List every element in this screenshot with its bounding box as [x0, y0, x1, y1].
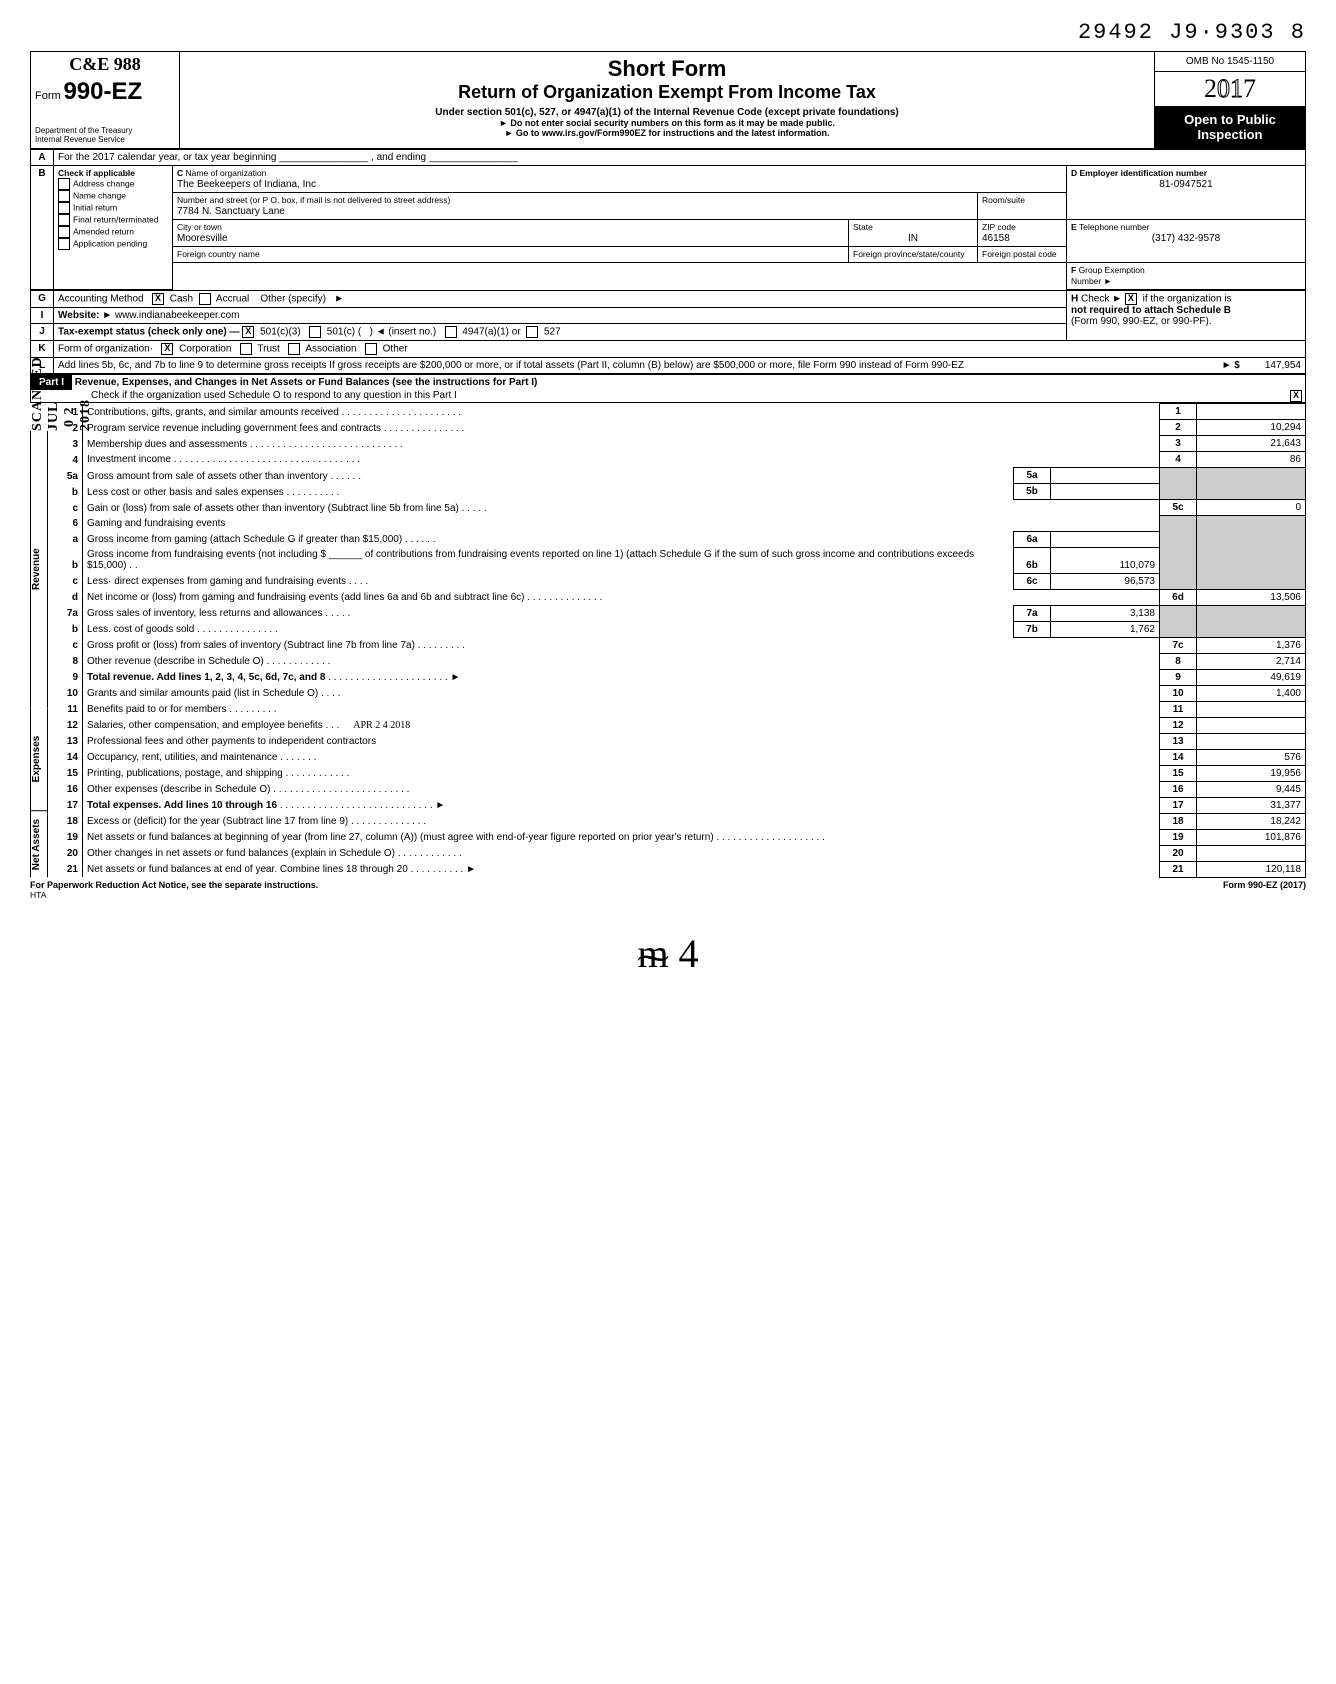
- tel-value: (317) 432-9578: [1071, 233, 1301, 244]
- form-prefix: Form: [35, 90, 61, 102]
- city-label: City or town: [177, 222, 222, 232]
- title-main: Short Form: [190, 56, 1144, 82]
- box-j-label: Tax-exempt status (check only one) —: [58, 327, 240, 338]
- groupex-label: Group Exemption: [1079, 265, 1145, 275]
- ein-label: Employer identification number: [1080, 168, 1208, 178]
- part1-title: Revenue, Expenses, and Changes in Net As…: [75, 377, 538, 388]
- lines-table: 1Contributions, gifts, grants, and simil…: [48, 403, 1306, 878]
- check-final[interactable]: [58, 214, 70, 226]
- form-number: 990-EZ: [63, 78, 142, 105]
- check-527[interactable]: [526, 326, 538, 338]
- website-value: www.indianabeekeeper.com: [115, 310, 240, 321]
- check-501c[interactable]: [309, 326, 321, 338]
- box-b-label: Check if applicable: [58, 168, 168, 178]
- state-label: State: [853, 222, 873, 232]
- check-501c3[interactable]: X: [242, 326, 254, 338]
- check-other-org[interactable]: [365, 343, 377, 355]
- zip-value: 46158: [982, 233, 1010, 244]
- check-amended[interactable]: [58, 226, 70, 238]
- check-assoc[interactable]: [288, 343, 300, 355]
- check-initial[interactable]: [58, 202, 70, 214]
- org-name: The Beekeepers of Indiana, Inc: [177, 179, 316, 190]
- box-l-text: Add lines 5b, 6c, and 7b to line 9 to de…: [58, 360, 964, 371]
- open-inspection: Open to Public Inspection: [1155, 106, 1305, 148]
- groupex-number: Number ►: [1071, 276, 1112, 286]
- tax-year: 2017: [1155, 72, 1305, 106]
- name-label: Name of organization: [186, 168, 267, 178]
- check-address[interactable]: [58, 178, 70, 190]
- check-accrual[interactable]: [199, 293, 211, 305]
- handwriting: ᵯ 4: [30, 930, 1306, 977]
- part1-check-text: Check if the organization used Schedule …: [31, 390, 457, 401]
- omb-number: OMB No 1545-1150: [1155, 52, 1305, 72]
- check-corp[interactable]: X: [161, 343, 173, 355]
- check-cash[interactable]: X: [152, 293, 164, 305]
- street-value: 7784 N. Sanctuary Lane: [177, 206, 285, 217]
- top-code: 29492 J9·9303 8: [30, 20, 1306, 45]
- check-4947[interactable]: [445, 326, 457, 338]
- foreign-postal: Foreign postal code: [982, 249, 1057, 259]
- side-expenses: Expenses: [30, 708, 48, 810]
- box-k-label: Form of organization·: [58, 344, 153, 355]
- box-g-label: Accounting Method: [58, 294, 144, 305]
- footer-left: For Paperwork Reduction Act Notice, see …: [30, 880, 318, 890]
- foreign-country: Foreign country name: [177, 249, 260, 259]
- website-label: Website: ►: [58, 310, 112, 321]
- dept-2: Internal Revenue Service: [35, 135, 175, 144]
- box-a: For the 2017 calendar year, or tax year …: [54, 150, 1306, 166]
- date-stamp: APR 2 4 2018: [353, 720, 410, 731]
- side-revenue: Revenue: [30, 431, 48, 708]
- footer-hta: HTA: [30, 890, 1306, 900]
- tel-label: Telephone number: [1079, 222, 1149, 232]
- zip-label: ZIP code: [982, 222, 1016, 232]
- under-section: Under section 501(c), 527, or 4947(a)(1)…: [190, 107, 1144, 118]
- side-netassets: Net Assets: [30, 810, 48, 877]
- room-label: Room/suite: [982, 195, 1025, 205]
- ssn-warning: ► Do not enter social security numbers o…: [190, 118, 1144, 128]
- goto: ► Go to www.irs.gov/Form990EZ for instru…: [190, 128, 1144, 138]
- city-value: Mooresville: [177, 233, 228, 244]
- part1-check[interactable]: X: [1290, 390, 1302, 402]
- check-sched-b[interactable]: X: [1125, 293, 1137, 305]
- foreign-prov: Foreign province/state/county: [853, 249, 965, 259]
- box-l-value: 147,954: [1265, 360, 1301, 371]
- check-name[interactable]: [58, 190, 70, 202]
- logo-stamp: C&E 988: [35, 56, 175, 72]
- ein-value: 81-0947521: [1071, 179, 1301, 190]
- check-trust[interactable]: [240, 343, 252, 355]
- dept-1: Department of the Treasury: [35, 126, 175, 135]
- state-value: IN: [853, 233, 973, 244]
- title-sub: Return of Organization Exempt From Incom…: [190, 82, 1144, 103]
- info-table: A For the 2017 calendar year, or tax yea…: [30, 149, 1306, 290]
- footer-right: Form 990-EZ (2017): [1223, 880, 1306, 890]
- street-label: Number and street (or P O. box, if mail …: [177, 195, 450, 205]
- check-pending[interactable]: [58, 238, 70, 250]
- form-header: C&E 988 Form 990-EZ Department of the Tr…: [30, 51, 1306, 149]
